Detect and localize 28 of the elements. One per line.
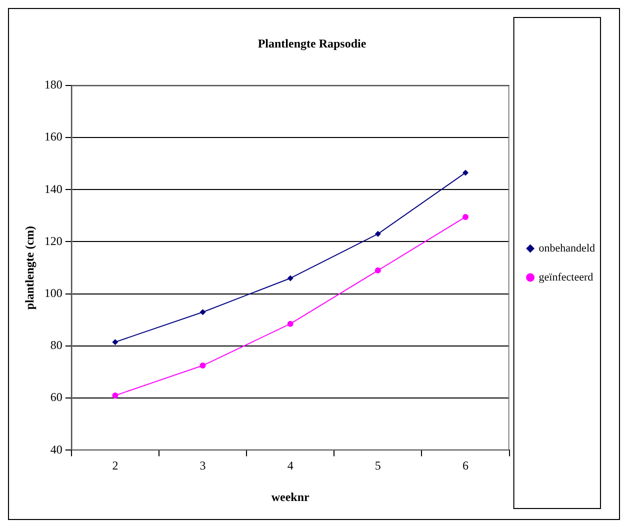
point [112, 392, 118, 398]
y-tick-label: 40 [50, 442, 62, 456]
y-tick-label: 120 [44, 234, 62, 248]
x-axis-title: weeknr [271, 490, 310, 504]
point [287, 275, 294, 282]
legend-label: geïnfecteerd [538, 271, 594, 284]
point [462, 170, 469, 176]
x-tick-label: 5 [374, 458, 381, 473]
y-axis-title: plantlengte (cm) [22, 226, 36, 310]
legend-label: onbehandeld [538, 242, 596, 254]
x-tick-label: 6 [462, 458, 469, 473]
x-tick-label: 4 [287, 458, 294, 473]
y-tick-label: 180 [44, 78, 62, 92]
y-tick-label: 80 [50, 338, 62, 352]
chart-title: Plantlengte Rapsodie [258, 36, 367, 50]
y-tick-label: 160 [44, 130, 62, 144]
x-tick-label: 3 [200, 458, 206, 473]
point [287, 320, 294, 327]
y-tick-label: 100 [44, 286, 62, 300]
point [200, 309, 206, 316]
y-tick-label: 60 [50, 390, 62, 404]
point [200, 362, 206, 369]
point [374, 267, 381, 274]
y-tick-label: 140 [44, 182, 62, 196]
point [374, 230, 381, 237]
point [462, 214, 469, 220]
point [112, 339, 118, 346]
x-tick-label: 2 [112, 458, 118, 473]
